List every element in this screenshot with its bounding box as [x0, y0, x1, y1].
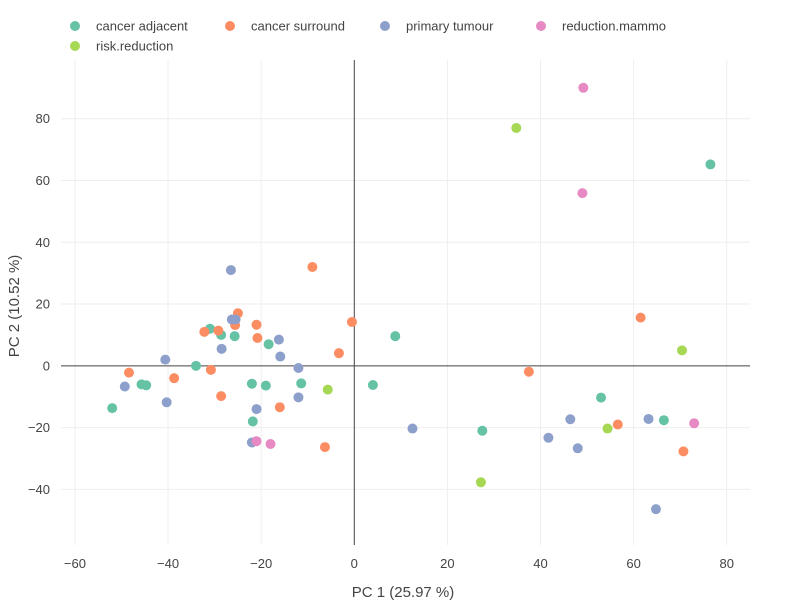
point-primary-tumour[interactable]: [293, 362, 304, 373]
point-primary-tumour[interactable]: [407, 423, 418, 434]
legend-item-risk-reduction[interactable]: risk.reduction: [70, 39, 173, 54]
point-cancer-adjacent[interactable]: [367, 379, 378, 390]
x-tick-label: −40: [157, 556, 179, 571]
point-cancer-adjacent[interactable]: [247, 416, 258, 427]
legend-marker: [70, 41, 80, 51]
x-tick-label: −60: [64, 556, 86, 571]
point-cancer-surround[interactable]: [346, 316, 357, 327]
point-primary-tumour[interactable]: [225, 265, 236, 276]
y-tick-label: 60: [36, 173, 50, 188]
y-tick-label: 20: [36, 297, 50, 312]
point-primary-tumour[interactable]: [160, 354, 171, 365]
point-cancer-adjacent[interactable]: [246, 378, 257, 389]
point-cancer-adjacent[interactable]: [107, 403, 118, 414]
point-primary-tumour[interactable]: [119, 381, 130, 392]
point-cancer-surround[interactable]: [612, 419, 623, 430]
point-cancer-surround[interactable]: [319, 442, 330, 453]
legend-marker: [380, 21, 390, 31]
legend-item-cancer-adjacent[interactable]: cancer adjacent: [70, 19, 188, 34]
legend[interactable]: cancer adjacent cancer surround primary tu…: [70, 19, 666, 54]
point-cancer-adjacent[interactable]: [191, 360, 202, 371]
point-cancer-surround[interactable]: [169, 373, 180, 384]
legend-item-reduction-mammo[interactable]: reduction.mammo: [536, 19, 666, 34]
point-reduction-mammo[interactable]: [251, 436, 262, 447]
point-primary-tumour[interactable]: [216, 343, 227, 354]
point-cancer-adjacent[interactable]: [141, 380, 152, 391]
point-risk-reduction[interactable]: [475, 477, 486, 488]
point-cancer-surround[interactable]: [523, 366, 534, 377]
point-primary-tumour[interactable]: [251, 404, 262, 415]
point-cancer-surround[interactable]: [678, 446, 689, 457]
point-primary-tumour[interactable]: [273, 334, 284, 345]
point-cancer-adjacent[interactable]: [229, 331, 240, 342]
point-primary-tumour[interactable]: [543, 432, 554, 443]
legend-marker: [70, 21, 80, 31]
point-cancer-surround[interactable]: [213, 325, 224, 336]
x-tick-label: 0: [351, 556, 358, 571]
point-cancer-surround[interactable]: [251, 319, 262, 330]
y-tick-label: −40: [28, 482, 50, 497]
point-reduction-mammo[interactable]: [577, 188, 588, 199]
legend-label: cancer adjacent: [96, 19, 188, 34]
point-primary-tumour[interactable]: [230, 314, 241, 325]
point-cancer-adjacent[interactable]: [705, 159, 716, 170]
y-tick-labels: −40 −20 0 20 40 60 80: [28, 111, 50, 497]
x-tick-label: 20: [440, 556, 454, 571]
x-tick-label: 60: [626, 556, 640, 571]
point-cancer-adjacent[interactable]: [596, 392, 607, 403]
legend-marker: [225, 21, 235, 31]
point-cancer-adjacent[interactable]: [263, 339, 274, 350]
data-points: [107, 82, 716, 515]
point-cancer-surround[interactable]: [274, 402, 285, 413]
x-tick-labels: −60 −40 −20 0 20 40 60 80: [64, 556, 734, 571]
grid-lines: [61, 60, 750, 545]
point-cancer-adjacent[interactable]: [658, 415, 669, 426]
point-cancer-adjacent[interactable]: [390, 331, 401, 342]
y-axis-title: PC 2 (10.52 %): [6, 255, 23, 358]
point-primary-tumour[interactable]: [275, 351, 286, 362]
point-reduction-mammo[interactable]: [265, 438, 276, 449]
point-cancer-surround[interactable]: [635, 312, 646, 323]
point-cancer-surround[interactable]: [216, 391, 227, 402]
x-axis-title: PC 1 (25.97 %): [352, 584, 455, 600]
point-primary-tumour[interactable]: [643, 413, 654, 424]
legend-item-primary-tumour[interactable]: primary tumour: [380, 19, 494, 34]
legend-label: primary tumour: [406, 19, 494, 34]
x-tick-label: −20: [250, 556, 272, 571]
point-primary-tumour[interactable]: [650, 504, 661, 515]
point-primary-tumour[interactable]: [293, 392, 304, 403]
x-tick-label: 80: [719, 556, 733, 571]
point-cancer-adjacent[interactable]: [296, 378, 307, 389]
legend-marker: [536, 21, 546, 31]
point-risk-reduction[interactable]: [602, 423, 613, 434]
y-tick-label: 40: [36, 235, 50, 250]
point-cancer-surround[interactable]: [307, 261, 318, 272]
y-tick-label: −20: [28, 420, 50, 435]
point-reduction-mammo[interactable]: [578, 82, 589, 93]
point-cancer-surround[interactable]: [199, 326, 210, 337]
point-primary-tumour[interactable]: [161, 397, 172, 408]
legend-label: cancer surround: [251, 19, 345, 34]
point-risk-reduction[interactable]: [511, 122, 522, 133]
y-tick-label: 80: [36, 111, 50, 126]
legend-label: reduction.mammo: [562, 19, 666, 34]
point-cancer-surround[interactable]: [123, 367, 134, 378]
point-cancer-adjacent[interactable]: [260, 380, 271, 391]
point-primary-tumour[interactable]: [565, 414, 576, 425]
legend-item-cancer-surround[interactable]: cancer surround: [225, 19, 345, 34]
y-tick-label: 0: [43, 358, 50, 373]
point-cancer-adjacent[interactable]: [477, 425, 488, 436]
point-cancer-surround[interactable]: [205, 364, 216, 375]
point-reduction-mammo[interactable]: [689, 418, 700, 429]
point-risk-reduction[interactable]: [322, 384, 333, 395]
legend-label: risk.reduction: [96, 39, 173, 54]
x-tick-label: 40: [533, 556, 547, 571]
point-cancer-surround[interactable]: [252, 333, 263, 344]
zero-lines: [61, 60, 750, 545]
point-primary-tumour[interactable]: [572, 443, 583, 454]
point-risk-reduction[interactable]: [677, 345, 688, 356]
point-cancer-surround[interactable]: [333, 348, 344, 359]
